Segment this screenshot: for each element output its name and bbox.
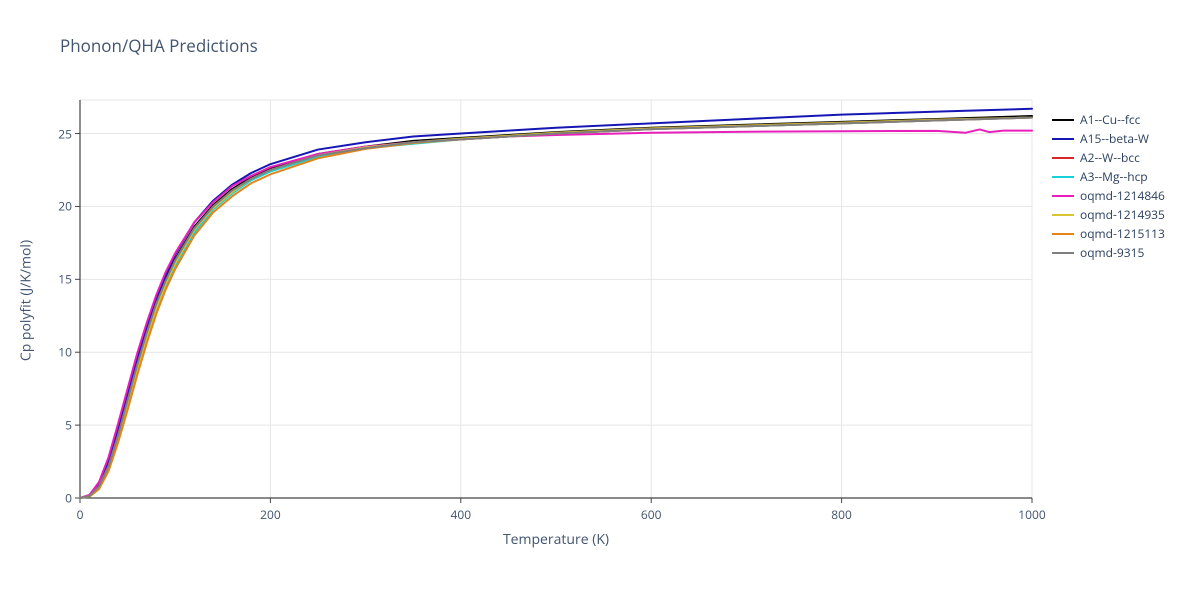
legend-swatch [1052,214,1074,216]
legend-label: A1--Cu--fcc [1080,111,1140,128]
legend-item[interactable]: A3--Mg--hcp [1052,167,1165,186]
x-tick-label: 600 [641,506,662,523]
legend-item[interactable]: oqmd-1215113 [1052,224,1165,243]
x-tick-label: 400 [451,506,472,523]
legend-label: oqmd-1214935 [1080,206,1165,223]
legend-item[interactable]: A15--beta-W [1052,129,1165,148]
chart-container: Phonon/QHA Predictions 02004006008001000… [0,0,1200,600]
legend: A1--Cu--fcc A15--beta-W A2--W--bcc A3--Mg--… [1052,110,1165,262]
legend-label: oqmd-1214846 [1080,187,1165,204]
y-tick-label: 0 [50,490,72,507]
y-tick-label: 20 [50,198,72,215]
legend-swatch [1052,138,1074,140]
legend-item[interactable]: oqmd-1214935 [1052,205,1165,224]
legend-item[interactable]: oqmd-9315 [1052,243,1165,262]
y-axis-label: Cp polyfit (J/K/mol) [17,240,36,361]
y-tick-label: 5 [50,417,72,434]
legend-swatch [1052,157,1074,159]
x-tick-label: 1000 [1018,506,1045,523]
legend-swatch [1052,119,1074,121]
y-tick-label: 15 [50,271,72,288]
y-tick-label: 25 [50,125,72,142]
legend-swatch [1052,195,1074,197]
legend-swatch [1052,233,1074,235]
legend-label: A3--Mg--hcp [1080,168,1148,185]
x-axis-label: Temperature (K) [503,530,609,549]
legend-item[interactable]: A1--Cu--fcc [1052,110,1165,129]
legend-label: A2--W--bcc [1080,149,1140,166]
legend-label: oqmd-9315 [1080,244,1144,261]
legend-item[interactable]: A2--W--bcc [1052,148,1165,167]
x-tick-label: 0 [77,506,84,523]
legend-label: A15--beta-W [1080,130,1149,147]
legend-item[interactable]: oqmd-1214846 [1052,186,1165,205]
legend-swatch [1052,176,1074,178]
y-tick-label: 10 [50,344,72,361]
legend-label: oqmd-1215113 [1080,225,1165,242]
legend-swatch [1052,252,1074,254]
x-tick-label: 200 [260,506,281,523]
x-tick-label: 800 [831,506,852,523]
